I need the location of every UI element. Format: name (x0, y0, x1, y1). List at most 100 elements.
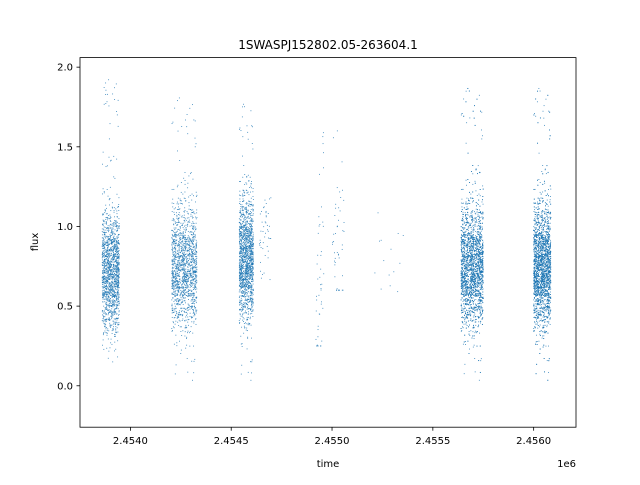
data-point (117, 269, 119, 271)
data-point (117, 125, 119, 127)
data-point (260, 261, 261, 263)
data-point (112, 224, 114, 226)
data-point (107, 314, 109, 316)
data-point (249, 226, 251, 228)
data-point (117, 254, 118, 255)
data-point (111, 284, 113, 286)
data-point (242, 273, 244, 275)
data-point (178, 286, 180, 288)
data-point (242, 193, 243, 195)
data-point (240, 259, 241, 261)
data-point (181, 249, 183, 251)
data-point (118, 277, 119, 279)
data-point (103, 295, 105, 297)
data-point (240, 272, 241, 274)
data-point (108, 257, 110, 259)
data-point (103, 272, 105, 274)
data-point (114, 246, 116, 248)
data-point (107, 243, 109, 245)
data-point (118, 295, 120, 297)
data-point (241, 201, 243, 203)
data-point (176, 294, 178, 296)
data-point (317, 329, 319, 331)
data-point (112, 289, 114, 291)
data-point (187, 307, 189, 308)
data-point (115, 321, 117, 323)
data-point (174, 263, 176, 264)
data-point (114, 248, 115, 250)
data-point (105, 302, 107, 304)
data-point (108, 289, 110, 291)
data-point (242, 260, 244, 262)
data-point (246, 192, 248, 194)
data-point (244, 260, 246, 262)
data-point (251, 245, 253, 247)
data-point (260, 277, 262, 279)
data-point (337, 289, 339, 291)
data-point (241, 310, 243, 312)
data-point (246, 213, 248, 215)
data-point (171, 242, 173, 244)
data-point (116, 299, 118, 301)
data-point (182, 286, 184, 288)
data-point (106, 272, 107, 274)
data-point (185, 246, 187, 248)
data-point (189, 274, 191, 276)
data-point (189, 289, 191, 291)
data-point (245, 268, 247, 270)
data-point (183, 235, 185, 237)
data-point (114, 249, 116, 251)
data-point (116, 262, 118, 264)
data-point (195, 196, 197, 197)
data-point (243, 321, 244, 323)
data-point (187, 235, 189, 237)
data-point (104, 260, 106, 262)
data-point (194, 236, 196, 238)
data-point (246, 220, 248, 222)
data-point (106, 286, 108, 288)
data-point (190, 280, 191, 282)
data-point (195, 260, 197, 262)
data-point (244, 277, 246, 279)
data-point (182, 253, 184, 255)
data-point (182, 231, 184, 233)
data-point (245, 225, 247, 227)
data-point (111, 230, 113, 232)
data-point (242, 228, 243, 230)
data-point (193, 266, 195, 268)
data-point (104, 272, 106, 274)
data-point (117, 243, 119, 244)
data-point (239, 278, 241, 280)
data-point (113, 261, 115, 263)
data-point (192, 227, 193, 229)
data-point (107, 270, 109, 272)
data-point (116, 237, 118, 239)
data-point (192, 270, 194, 272)
data-point (116, 114, 118, 116)
data-point (110, 274, 112, 276)
data-point (115, 83, 117, 85)
data-point (196, 262, 198, 264)
data-point (251, 205, 253, 207)
data-point (252, 261, 254, 263)
data-point (176, 316, 178, 318)
data-point (195, 253, 196, 255)
data-point (239, 304, 241, 306)
data-point (189, 284, 191, 286)
data-point (245, 310, 246, 312)
data-point (239, 203, 240, 204)
data-point (320, 303, 322, 305)
data-point (182, 256, 184, 258)
data-point (186, 276, 188, 278)
data-point (251, 301, 253, 303)
data-point (248, 324, 250, 326)
data-point (118, 304, 120, 306)
data-point (109, 186, 111, 188)
data-point (103, 235, 105, 237)
data-point (106, 258, 108, 260)
data-point (183, 246, 185, 248)
data-point (112, 257, 114, 259)
data-point (116, 271, 118, 273)
data-point (175, 255, 177, 257)
data-point (187, 258, 189, 260)
